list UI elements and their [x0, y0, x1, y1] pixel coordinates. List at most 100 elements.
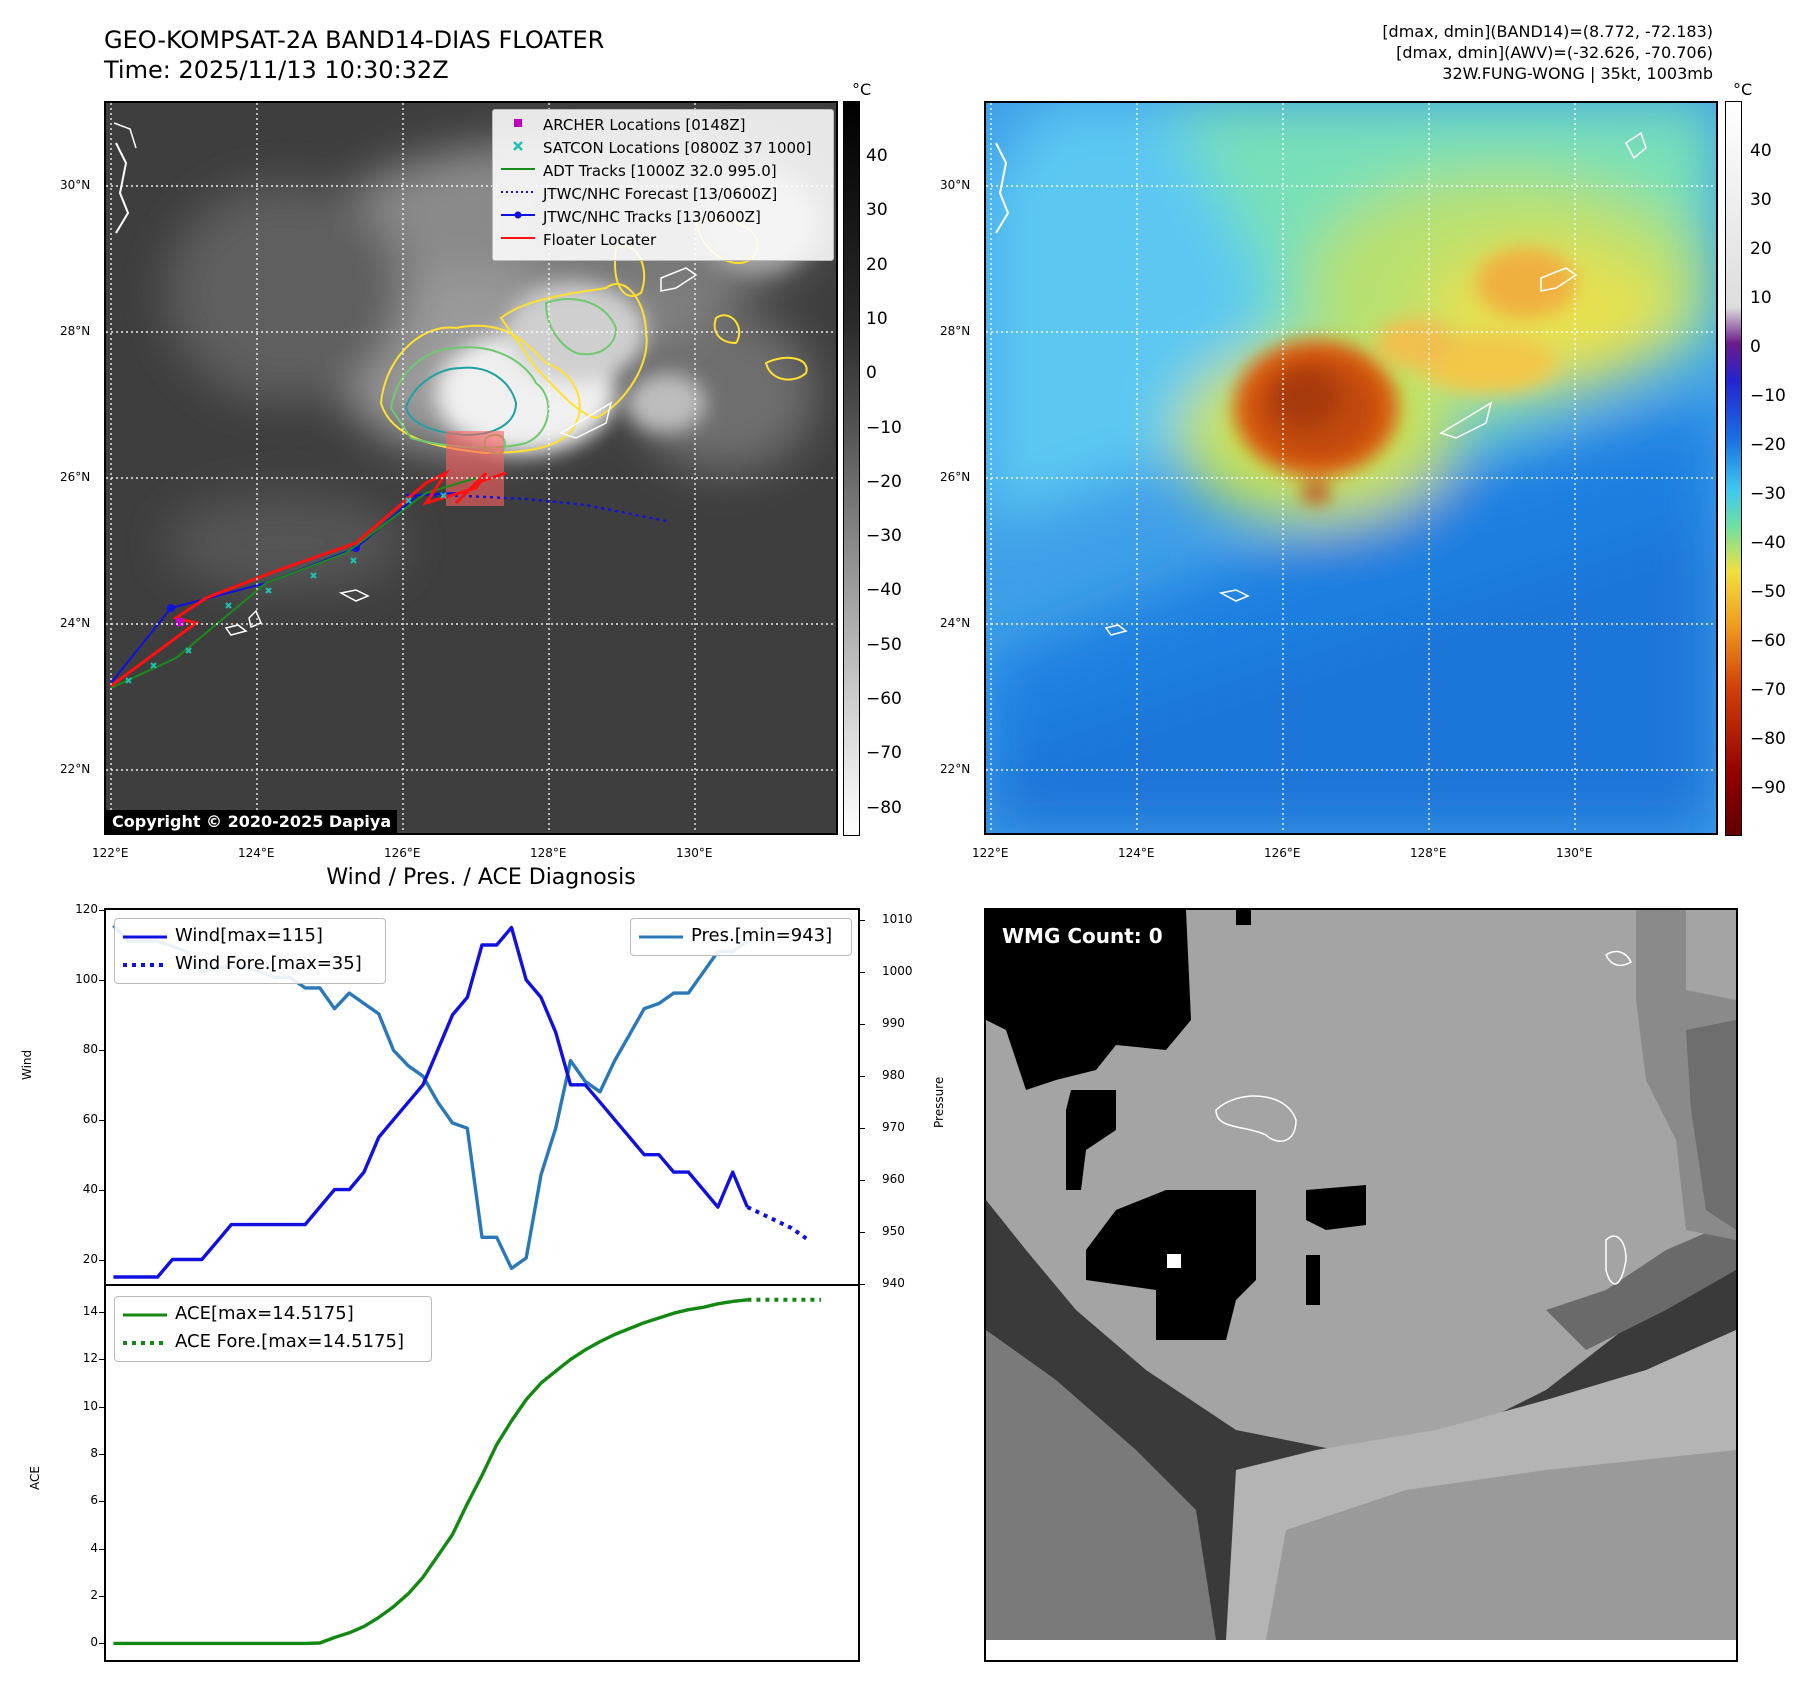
forecast-dotted-line-icon — [501, 191, 535, 193]
ir-lat-label-22: 22°N — [60, 762, 91, 776]
ir-colorbar-tick: −20 — [866, 471, 902, 492]
wv-lon-label-130: 130°E — [1556, 846, 1593, 860]
pressure-axis-tick-mark — [860, 1128, 865, 1130]
pressure-axis-tick-mark — [860, 972, 865, 974]
ir-lon-label-124: 124°E — [238, 846, 275, 860]
wind-dotted-line-icon — [123, 963, 167, 967]
pressure-axis-tick-mark — [860, 1232, 865, 1234]
ace-axis-tick-label: 4 — [90, 1540, 98, 1555]
wv-colorbar-tick: 30 — [1750, 190, 1772, 210]
wind-axis-tick-mark — [99, 1189, 104, 1191]
ace-series-line — [113, 1298, 748, 1646]
ir-colorbar-tick: 40 — [866, 146, 888, 166]
wv-colorbar — [1725, 101, 1742, 836]
legend-item-adt: ADT Tracks [1000Z 32.0 995.0] — [493, 162, 833, 182]
satcon-x-icon — [513, 141, 523, 151]
wv-colorbar-tick: −70 — [1750, 680, 1786, 700]
ace-axis-tick-label: 8 — [90, 1446, 98, 1461]
ir-lat-label-24: 24°N — [60, 616, 91, 630]
wv-colorbar-tick: 0 — [1750, 337, 1761, 357]
ir-colorbar-tick: −70 — [866, 743, 902, 764]
pressure-axis-label: Pressure — [932, 1076, 946, 1128]
wv-colorbar-tick: −60 — [1750, 631, 1786, 651]
ace-solid-line-icon — [123, 1313, 167, 1317]
pressure-axis-tick-mark — [860, 1180, 865, 1182]
ace-axis-tick-label: 0 — [90, 1635, 98, 1650]
ir-lon-label-126: 126°E — [384, 846, 421, 860]
wmg-image — [986, 910, 1736, 1640]
ir-colorbar-tick: −30 — [866, 526, 902, 547]
wv-colorbar-unit: °C — [1733, 80, 1753, 99]
wind-axis-tick-mark — [99, 910, 104, 911]
legend-item-wind: Wind[max=115] — [115, 925, 385, 949]
diagnosis-title: Wind / Pres. / ACE Diagnosis — [326, 865, 636, 890]
pressure-axis-tick-label: 1000 — [882, 964, 913, 979]
legend-item-wind-forecast: Wind Fore.[max=35] — [115, 953, 385, 977]
ir-colorbar-tick: −60 — [866, 689, 902, 709]
ir-colorbar-tick: 30 — [866, 200, 888, 221]
legend-item-ace-forecast: ACE Fore.[max=14.5175] — [115, 1331, 431, 1355]
ir-lat-label-26: 26°N — [60, 470, 91, 484]
pressure-axis-tick-label: 990 — [882, 1016, 905, 1031]
info-line1: [dmax, dmin](BAND14)=(8.772, -72.183) — [1382, 22, 1713, 41]
wv-lon-label-124: 124°E — [1118, 846, 1155, 860]
wv-lon-label-128: 128°E — [1410, 846, 1447, 860]
ir-lat-label-28: 28°N — [60, 324, 91, 338]
legend-item-floater: Floater Locater — [493, 231, 833, 251]
archer-square-icon — [514, 119, 522, 127]
floater-line-icon — [501, 237, 535, 239]
ace-axis-tick-mark — [99, 1454, 104, 1456]
pressure-axis-tick-label: 970 — [882, 1120, 905, 1135]
wind-axis-tick-mark — [99, 1119, 104, 1121]
pressure-axis-tick-mark — [860, 1284, 865, 1285]
wmg-count-label: WMG Count: 0 — [1002, 924, 1163, 948]
wind-axis-tick-mark — [99, 1259, 104, 1261]
wv-colorbar-tick: −80 — [1750, 729, 1786, 749]
legend-item-satcon: SATCON Locations [0800Z 37 1000] — [493, 139, 833, 159]
wind-forecast-line — [746, 1205, 808, 1241]
info-line2: [dmax, dmin](AWV)=(-32.626, -70.706) — [1396, 43, 1713, 62]
ir-colorbar-tick: −80 — [866, 797, 902, 818]
ir-colorbar-unit: °C — [852, 80, 872, 99]
ace-axis-tick-mark — [99, 1406, 104, 1408]
ir-satellite-map: Copyright © 2020-2025 Dapiya ARCHER Loca… — [104, 101, 838, 835]
wv-colorbar-tick: −30 — [1750, 484, 1786, 504]
wind-axis-tick-label: 100 — [75, 971, 98, 986]
ir-lat-label-30: 30°N — [60, 178, 91, 192]
ir-map-legend: ARCHER Locations [0148Z] SATCON Location… — [492, 109, 834, 261]
ace-axis-tick-mark — [99, 1501, 104, 1503]
pressure-axis-tick-label: 950 — [882, 1224, 905, 1239]
legend-item-ace: ACE[max=14.5175] — [115, 1303, 431, 1327]
pressure-axis-tick-label: 940 — [882, 1276, 905, 1290]
wind-axis-tick-label: 60 — [82, 1111, 98, 1126]
ace-dotted-line-icon — [123, 1341, 167, 1345]
ir-colorbar-tick: 20 — [866, 254, 888, 275]
ace-axis-label: ACE — [28, 1466, 42, 1490]
pressure-line-icon — [639, 935, 683, 939]
wind-solid-line-icon — [123, 935, 167, 939]
ace-axis-tick-label: 10 — [82, 1398, 98, 1413]
ace-axis-tick-mark — [99, 1596, 104, 1598]
ace-chart — [113, 1297, 822, 1646]
wv-colorbar-tick: 40 — [1750, 141, 1772, 161]
pressure-axis-tick-mark — [860, 1076, 865, 1078]
ace-axis-tick-mark — [99, 1359, 104, 1361]
ace-axis-tick-label: 12 — [82, 1351, 98, 1366]
wv-colorbar-tick: 10 — [1750, 288, 1772, 308]
wv-colorbar-tick: −40 — [1750, 533, 1786, 553]
ir-colorbar — [843, 101, 860, 836]
info-line3: 32W.FUNG-WONG | 35kt, 1003mb — [1442, 64, 1713, 83]
pressure-axis-tick-label: 1010 — [882, 912, 913, 927]
wind-pressure-plot: Wind[max=115] Wind Fore.[max=35] Pres.[m… — [104, 908, 860, 1286]
pressure-axis-tick-label: 960 — [882, 1172, 905, 1187]
pressure-axis-tick-mark — [860, 1024, 865, 1026]
wv-map-image — [986, 103, 1716, 833]
wv-colorbar-tick: −50 — [1750, 582, 1786, 602]
legend-item-jtwc-tracks: JTWC/NHC Tracks [13/0600Z] — [493, 208, 833, 228]
wind-axis-tick-label: 20 — [82, 1251, 98, 1266]
wv-colorbar-tick: −90 — [1750, 778, 1786, 798]
wind-axis-label: Wind — [20, 1049, 34, 1080]
wv-satellite-map — [984, 101, 1718, 835]
ace-axis-tick-label: 6 — [90, 1493, 98, 1508]
ace-legend: ACE[max=14.5175] ACE Fore.[max=14.5175] — [114, 1296, 432, 1362]
